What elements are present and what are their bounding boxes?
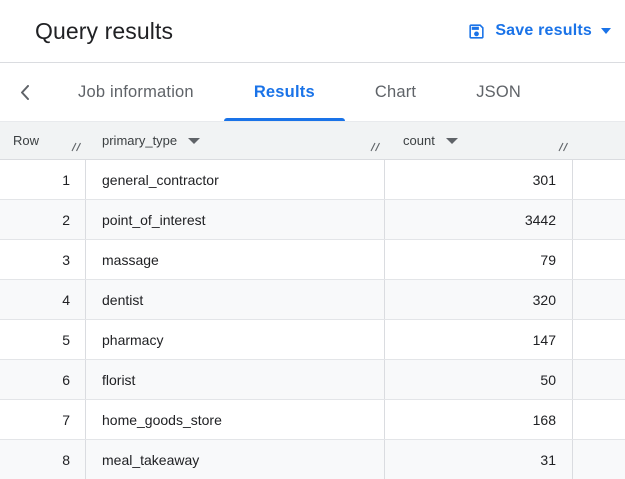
table-row: 2 point_of_interest 3442	[0, 200, 625, 240]
cell-count: 147	[385, 320, 573, 359]
column-header-row-label: Row	[13, 133, 40, 148]
table-row: 5 pharmacy 147	[0, 320, 625, 360]
column-header-count-label: count	[403, 133, 435, 148]
cell-filler	[573, 320, 625, 359]
page-title: Query results	[35, 17, 174, 44]
column-header-count[interactable]: count	[385, 122, 573, 159]
cell-filler	[573, 360, 625, 399]
cell-primary-type: massage	[86, 240, 385, 279]
cell-count: 79	[385, 240, 573, 279]
cell-row-number: 3	[0, 240, 86, 279]
cell-row-number: 4	[0, 280, 86, 319]
caret-down-icon[interactable]	[188, 137, 201, 144]
tab-results[interactable]: Results	[223, 63, 345, 121]
save-results-label: Save results	[495, 22, 592, 39]
cell-row-number: 8	[0, 440, 86, 479]
cell-row-number: 5	[0, 320, 86, 359]
column-resize-icon[interactable]	[558, 140, 569, 155]
column-header-primary-type[interactable]: primary_type	[86, 122, 385, 159]
table-row: 3 massage 79	[0, 240, 625, 280]
results-tabs-bar: Job information Results Chart JSON	[0, 63, 625, 122]
tab-results-label: Results	[253, 82, 315, 101]
cell-primary-type: point_of_interest	[86, 200, 385, 239]
column-header-filler	[573, 122, 625, 159]
save-results-button[interactable]: Save results	[467, 22, 611, 41]
cell-primary-type: home_goods_store	[86, 400, 385, 439]
table-body: 1 general_contractor 301 2 point_of_inte…	[0, 160, 625, 479]
column-resize-icon[interactable]	[71, 140, 82, 155]
table-row: 1 general_contractor 301	[0, 160, 625, 200]
table-row: 4 dentist 320	[0, 280, 625, 320]
panel-header: Query results Save results	[0, 0, 625, 63]
caret-down-icon	[601, 28, 611, 34]
cell-count: 168	[385, 400, 573, 439]
cell-filler	[573, 280, 625, 319]
column-header-primary-type-label: primary_type	[102, 133, 178, 148]
column-header-row: Row	[0, 122, 86, 159]
cell-filler	[573, 160, 625, 199]
cell-primary-type: general_contractor	[86, 160, 385, 199]
tab-job-information[interactable]: Job information	[78, 82, 194, 101]
table-row: 7 home_goods_store 168	[0, 400, 625, 440]
cell-row-number: 2	[0, 200, 86, 239]
column-resize-icon[interactable]	[370, 140, 381, 155]
cell-primary-type: meal_takeaway	[86, 440, 385, 479]
cell-row-number: 1	[0, 160, 86, 199]
cell-primary-type: pharmacy	[86, 320, 385, 359]
save-icon	[467, 22, 486, 41]
caret-down-icon[interactable]	[445, 137, 458, 144]
cell-count: 320	[385, 280, 573, 319]
cell-count: 31	[385, 440, 573, 479]
cell-primary-type: florist	[86, 360, 385, 399]
cell-filler	[573, 440, 625, 479]
cell-row-number: 7	[0, 400, 86, 439]
cell-filler	[573, 400, 625, 439]
cell-filler	[573, 240, 625, 279]
cell-row-number: 6	[0, 360, 86, 399]
cell-primary-type: dentist	[86, 280, 385, 319]
table-header-row: Row primary_type count	[0, 122, 625, 160]
cell-filler	[573, 200, 625, 239]
tab-chart[interactable]: Chart	[374, 82, 417, 101]
table-row: 6 florist 50	[0, 360, 625, 400]
back-chevron-button[interactable]	[0, 63, 48, 121]
table-row: 8 meal_takeaway 31	[0, 440, 625, 479]
cell-count: 3442	[385, 200, 573, 239]
tab-json[interactable]: JSON	[476, 82, 521, 101]
chevron-left-icon	[20, 84, 29, 100]
active-tab-underline	[223, 118, 345, 121]
results-table: Row primary_type count	[0, 122, 625, 479]
cell-count: 50	[385, 360, 573, 399]
cell-count: 301	[385, 160, 573, 199]
